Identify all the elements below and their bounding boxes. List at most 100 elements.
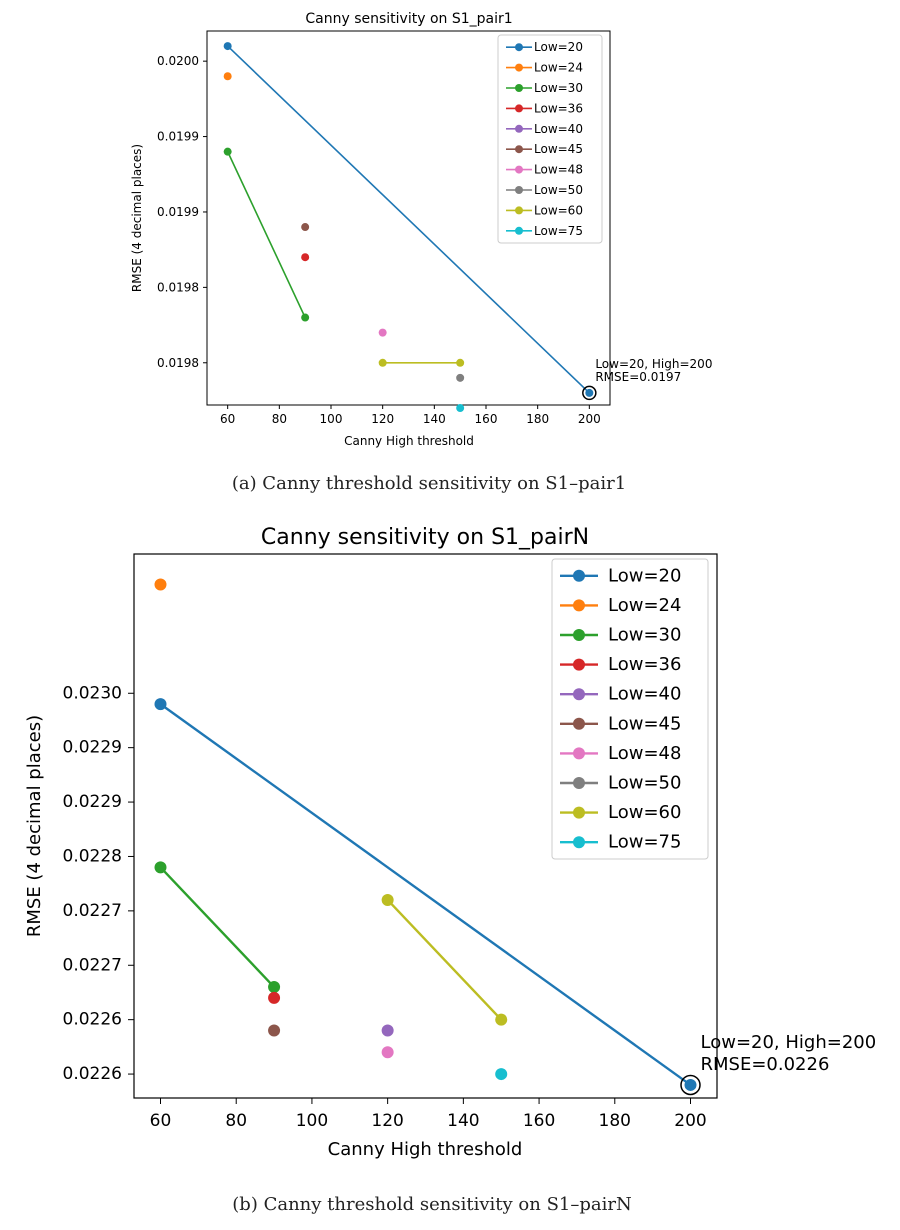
chart-b-point-low-60: [382, 894, 394, 906]
chart-b-legend-marker: [573, 688, 585, 700]
chart-a-legend-label: Low=48: [534, 163, 583, 177]
chart-b-legend-marker: [573, 718, 585, 730]
chart-b-point-low-36: [268, 992, 280, 1004]
chart-a-legend-marker: [515, 227, 523, 235]
chart-a-annotation-line: Low=20, High=200: [595, 357, 712, 371]
chart-a-point-low-30: [224, 148, 232, 156]
chart-b-xtick-label: 200: [674, 1111, 706, 1131]
chart-a-point-low-24: [224, 72, 232, 80]
chart-b-legend-label: Low=75: [608, 832, 681, 853]
chart-b-title: Canny sensitivity on S1_pairN: [261, 525, 589, 550]
chart-b-point-low-20: [685, 1079, 697, 1091]
chart-b-legend-label: Low=48: [608, 743, 681, 764]
chart-b-annotation-line: Low=20, High=200: [701, 1032, 877, 1053]
chart-a-point-low-48: [379, 329, 387, 337]
chart-a-point-low-45: [301, 223, 309, 231]
chart-a-ytick-label: 0.0199: [157, 130, 199, 144]
chart-b-ytick-label: 0.0228: [63, 846, 122, 866]
chart-b-point-low-75: [495, 1068, 507, 1080]
chart-a-legend-label: Low=45: [534, 142, 583, 156]
chart-b-point-low-40: [382, 1025, 394, 1037]
chart-a-ytick-label: 0.0200: [157, 54, 199, 68]
chart-a-legend-marker: [515, 166, 523, 174]
chart-a-point-low-60: [456, 359, 464, 367]
chart-b-xtick-label: 140: [447, 1111, 479, 1131]
chart-b-point-low-48: [382, 1046, 394, 1058]
chart-a-ytick-label: 0.0198: [157, 356, 199, 370]
chart-a-legend-marker: [515, 84, 523, 92]
chart-b-xtick-label: 80: [225, 1111, 247, 1131]
chart-a-legend-label: Low=75: [534, 224, 583, 238]
chart-b-xtick-label: 100: [296, 1111, 328, 1131]
chart-a-legend-label: Low=60: [534, 203, 583, 217]
chart-b-legend-label: Low=40: [608, 684, 681, 705]
chart-b-annotation-line: RMSE=0.0226: [701, 1054, 830, 1075]
chart-b-legend-marker: [573, 836, 585, 848]
chart-b-xtick-label: 120: [371, 1111, 403, 1131]
chart-b-legend-label: Low=45: [608, 713, 681, 734]
chart-b-point-low-30: [268, 981, 280, 993]
chart-b-point-low-24: [155, 578, 167, 590]
chart-a-legend-marker: [515, 104, 523, 112]
chart-a-legend-label: Low=50: [534, 183, 583, 197]
chart-b-ytick-label: 0.0226: [63, 1064, 122, 1084]
chart-a-legend-marker: [515, 64, 523, 72]
chart-b-ytick-label: 0.0230: [63, 683, 122, 703]
chart-a-xtick-label: 80: [272, 412, 287, 426]
chart-b-legend-marker: [573, 570, 585, 582]
chart-a-legend-marker: [515, 186, 523, 194]
chart-b-legend-label: Low=20: [608, 565, 681, 586]
chart-a-xtick-label: 140: [423, 412, 446, 426]
chart-a-point-low-75: [456, 404, 464, 412]
chart-a-point-low-50: [456, 374, 464, 382]
chart-b-caption: (b) Canny threshold sensitivity on S1–pa…: [232, 1194, 631, 1215]
chart-a-series-line-low-30: [228, 152, 305, 318]
chart-b-point-low-30: [155, 861, 167, 873]
chart-a-xlabel: Canny High threshold: [344, 434, 474, 448]
chart-a-point-low-36: [301, 253, 309, 261]
chart-b-legend-label: Low=50: [608, 773, 681, 794]
chart-a-point-low-20: [224, 42, 232, 50]
chart-b: Canny sensitivity on S1_pairN 60 80 100 120…: [24, 525, 876, 1215]
chart-b-legend-label: Low=24: [608, 595, 681, 616]
chart-a-ytick-label: 0.0199: [157, 205, 199, 219]
chart-a-point-low-20: [585, 389, 593, 397]
chart-a-legend-marker: [515, 145, 523, 153]
chart-b-series-line-low-60: [388, 900, 502, 1020]
chart-a-legend-label: Low=40: [534, 122, 583, 136]
chart-a-legend-marker: [515, 206, 523, 214]
chart-a-point-low-30: [301, 314, 309, 322]
chart-a-xtick-label: 60: [220, 412, 235, 426]
chart-b-ytick-label: 0.0226: [63, 1010, 122, 1030]
chart-b-point-low-45: [268, 1025, 280, 1037]
chart-b-point-low-60: [495, 1014, 507, 1026]
chart-a-point-low-60: [379, 359, 387, 367]
chart-a-legend-label: Low=36: [534, 101, 583, 115]
chart-a-legend-marker: [515, 125, 523, 133]
chart-a-xtick-label: 100: [320, 412, 343, 426]
chart-a-xtick-label: 180: [526, 412, 549, 426]
chart-a: Canny sensitivity on S1_pair1 60 80 100 120…: [130, 0, 712, 494]
chart-b-legend-label: Low=60: [608, 802, 681, 823]
chart-b-xtick-label: 180: [599, 1111, 631, 1131]
chart-b-xlabel: Canny High threshold: [328, 1139, 523, 1160]
chart-a-xtick-label: 120: [371, 412, 394, 426]
chart-b-legend-marker: [573, 777, 585, 789]
chart-b-legend-marker: [573, 659, 585, 671]
chart-a-caption: (a) Canny threshold sensitivity on S1–pa…: [232, 473, 626, 494]
chart-a-annotation-line: RMSE=0.0197: [595, 370, 681, 384]
chart-b-legend-marker: [573, 629, 585, 641]
chart-b-legend-marker: [573, 747, 585, 759]
chart-a-title: Canny sensitivity on S1_pair1: [305, 11, 512, 27]
chart-a-xtick-label: 160: [475, 412, 498, 426]
figure: Canny sensitivity on S1_pair1 60 80 100 120…: [0, 0, 900, 1230]
chart-a-legend-label: Low=20: [534, 40, 583, 54]
chart-b-point-low-20: [155, 698, 167, 710]
chart-b-legend-label: Low=36: [608, 654, 681, 675]
chart-b-ytick-label: 0.0227: [63, 955, 122, 975]
chart-b-legend-marker: [573, 599, 585, 611]
chart-a-legend-label: Low=30: [534, 81, 583, 95]
chart-b-series-line-low-30: [161, 867, 275, 987]
chart-a-ylabel: RMSE (4 decimal places): [130, 144, 144, 292]
chart-a-legend-label: Low=24: [534, 61, 583, 75]
